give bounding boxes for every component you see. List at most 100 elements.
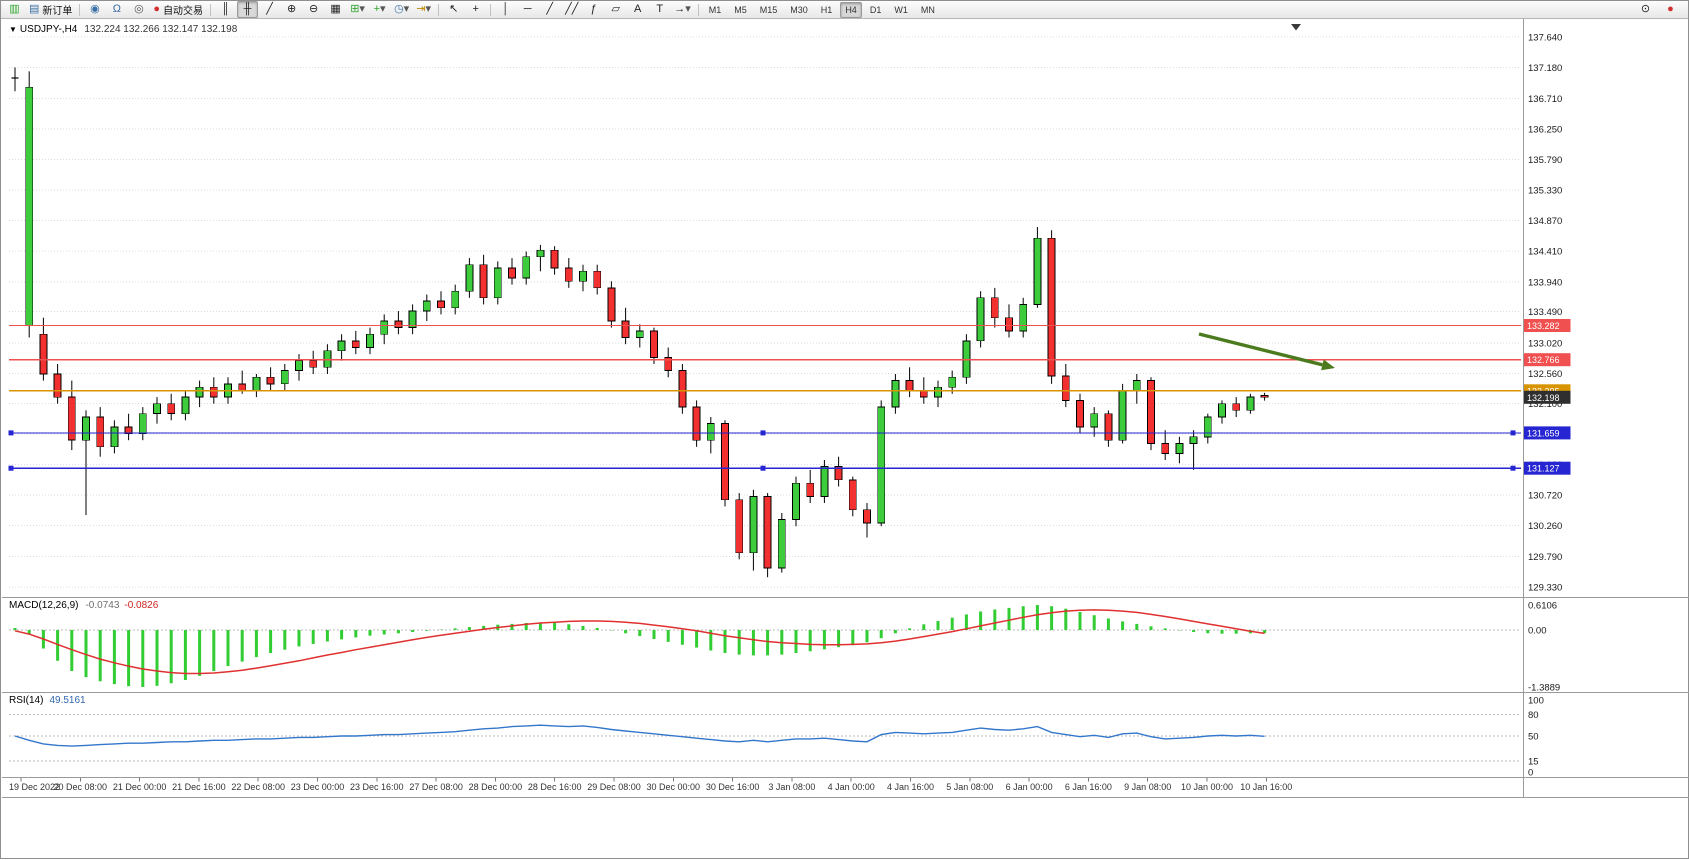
alerts-button[interactable]: Ω bbox=[106, 1, 127, 18]
chevron-down-icon: ▾ bbox=[359, 3, 365, 15]
macd-axis[interactable]: 0.6106 0.00 -1.3889 bbox=[1528, 601, 1560, 694]
text-button[interactable]: A bbox=[627, 1, 648, 18]
svg-text:132.766: 132.766 bbox=[1527, 355, 1560, 365]
crosshair-button[interactable]: + bbox=[465, 1, 486, 18]
chart-shift-marker[interactable] bbox=[1291, 24, 1301, 31]
timeframe-mn-button[interactable]: MN bbox=[920, 4, 935, 15]
line-handle[interactable] bbox=[760, 465, 766, 471]
svg-text:30 Dec 00:00: 30 Dec 00:00 bbox=[647, 782, 701, 792]
symbol-dropdown-icon: ▼ bbox=[9, 25, 17, 34]
svg-text:131.659: 131.659 bbox=[1527, 428, 1560, 438]
svg-text:133.020: 133.020 bbox=[1528, 338, 1562, 349]
chevron-down-icon: ▾ bbox=[685, 3, 691, 15]
fibonacci-icon: ƒ bbox=[590, 3, 597, 15]
svg-text:10 Jan 00:00: 10 Jan 00:00 bbox=[1181, 782, 1233, 792]
zoom-out-button[interactable]: ⊖ bbox=[303, 1, 324, 18]
svg-text:133.940: 133.940 bbox=[1528, 277, 1562, 288]
channel-button[interactable]: ╱╱ bbox=[561, 1, 582, 18]
svg-text:129.790: 129.790 bbox=[1528, 552, 1562, 563]
macd-name: MACD(12,26,9) bbox=[9, 600, 79, 611]
svg-text:133.282: 133.282 bbox=[1527, 321, 1560, 331]
shapes-button[interactable]: ▱ bbox=[605, 1, 626, 18]
ohlc-values: 132.224 132.266 132.147 132.198 bbox=[84, 24, 238, 35]
macd-signal-line bbox=[14, 609, 1265, 675]
profiles-button[interactable]: ◉ bbox=[84, 1, 105, 18]
line-handle[interactable] bbox=[8, 430, 14, 436]
svg-text:29 Dec 08:00: 29 Dec 08:00 bbox=[587, 782, 641, 792]
chart-title: ▼ USDJPY-,H4 132.224 132.266 132.147 132.1… bbox=[9, 24, 237, 35]
periods-button[interactable]: ◷ ▾ bbox=[391, 1, 412, 18]
svg-text:129.330: 129.330 bbox=[1528, 583, 1562, 594]
hline-131.659[interactable] bbox=[8, 430, 1522, 436]
market-watch-button[interactable]: ◎ bbox=[128, 1, 149, 18]
text-label-button[interactable]: T bbox=[649, 1, 670, 18]
svg-text:135.330: 135.330 bbox=[1528, 185, 1562, 196]
rsi-axis[interactable]: 100 80 50 150 bbox=[1528, 696, 1544, 779]
timeframe-w1-button[interactable]: W1 bbox=[894, 4, 908, 15]
record-icon: ● bbox=[1667, 3, 1674, 15]
profiles-icon: ◉ bbox=[90, 3, 100, 15]
timeframe-h1-button[interactable]: H1 bbox=[820, 4, 833, 15]
macd-histogram bbox=[13, 605, 1267, 687]
zoom-in-button[interactable]: ⊕ bbox=[281, 1, 302, 18]
timeframe-m1-button[interactable]: M1 bbox=[708, 4, 722, 15]
toolbar-separator bbox=[438, 3, 440, 16]
line-handle[interactable] bbox=[1510, 430, 1516, 436]
toolbar-separator bbox=[490, 3, 492, 16]
tile-windows-icon: ▦ bbox=[330, 3, 341, 15]
line-handle[interactable] bbox=[760, 430, 766, 436]
vertical-line-icon: │ bbox=[502, 3, 510, 15]
add-object-button[interactable]: + ▾ bbox=[369, 1, 390, 18]
clock-icon: ◷ bbox=[394, 3, 404, 15]
shapes-icon: ▱ bbox=[611, 3, 620, 15]
timeframe-m30-button[interactable]: M30 bbox=[790, 4, 808, 15]
fibonacci-button[interactable]: ƒ bbox=[583, 1, 604, 18]
svg-text:6 Jan 00:00: 6 Jan 00:00 bbox=[1006, 782, 1053, 792]
new-chart-button[interactable]: ▥ bbox=[4, 1, 25, 18]
line-chart-button[interactable]: ╱ bbox=[259, 1, 280, 18]
trendline-button[interactable]: ╱ bbox=[539, 1, 560, 18]
chevron-down-icon: ▾ bbox=[403, 3, 410, 15]
timeframe-m5-button[interactable]: M5 bbox=[734, 4, 747, 15]
timeframe-m15-button[interactable]: M15 bbox=[759, 4, 778, 15]
vertical-line-button[interactable]: │ bbox=[495, 1, 516, 18]
line-handle[interactable] bbox=[8, 465, 14, 471]
auto-trading-button[interactable]: ● 自动交易 bbox=[150, 1, 206, 18]
timeframe-d1-button[interactable]: D1 bbox=[869, 4, 882, 15]
bar-chart-button[interactable]: ║ bbox=[215, 1, 236, 18]
svg-text:-1.3889: -1.3889 bbox=[1528, 682, 1560, 693]
hline-price-tag: 131.659 bbox=[1523, 426, 1571, 440]
trendline-icon: ╱ bbox=[546, 3, 554, 15]
bar-chart-icon: ║ bbox=[221, 3, 230, 15]
indicators-button[interactable]: ⊞ ▾ bbox=[347, 1, 368, 18]
svg-text:134.410: 134.410 bbox=[1528, 246, 1562, 257]
horizontal-line-button[interactable]: ─ bbox=[517, 1, 538, 18]
timeframe-h4-button[interactable]: H4 bbox=[840, 1, 862, 18]
price-axis[interactable]: 137.640 137.180 136.710 136.250 135.790 135.3… bbox=[1528, 33, 1562, 594]
rsi-value: 49.5161 bbox=[49, 695, 86, 706]
channel-icon: ╱╱ bbox=[565, 3, 579, 15]
templates-button[interactable]: ⇥ ▾ bbox=[413, 1, 434, 18]
toolbar-separator bbox=[697, 3, 699, 16]
new-order-button[interactable]: ▤ 新订单 bbox=[26, 1, 75, 18]
svg-text:21 Dec 16:00: 21 Dec 16:00 bbox=[172, 782, 226, 792]
line-handle[interactable] bbox=[1510, 465, 1516, 471]
arrow-icon: → bbox=[674, 3, 686, 15]
arrows-button[interactable]: → ▾ bbox=[671, 1, 694, 18]
cursor-button[interactable]: ↖ bbox=[443, 1, 464, 18]
cursor-icon: ↖ bbox=[449, 3, 459, 15]
svg-text:132.198: 132.198 bbox=[1527, 393, 1560, 403]
svg-text:20 Dec 08:00: 20 Dec 08:00 bbox=[54, 782, 108, 792]
tile-windows-button[interactable]: ▦ bbox=[325, 1, 346, 18]
search-button[interactable]: ⊙ bbox=[1635, 1, 1656, 18]
svg-text:133.490: 133.490 bbox=[1528, 307, 1562, 318]
chevron-down-icon: ▾ bbox=[380, 3, 386, 15]
hline-131.127[interactable] bbox=[8, 465, 1522, 471]
record-button[interactable]: ● bbox=[1660, 1, 1681, 18]
svg-text:132.560: 132.560 bbox=[1528, 369, 1562, 380]
trend-arrow-annotation[interactable] bbox=[1198, 332, 1335, 371]
candlestick-button[interactable]: ╫ bbox=[237, 1, 259, 18]
svg-text:130.720: 130.720 bbox=[1528, 491, 1562, 502]
